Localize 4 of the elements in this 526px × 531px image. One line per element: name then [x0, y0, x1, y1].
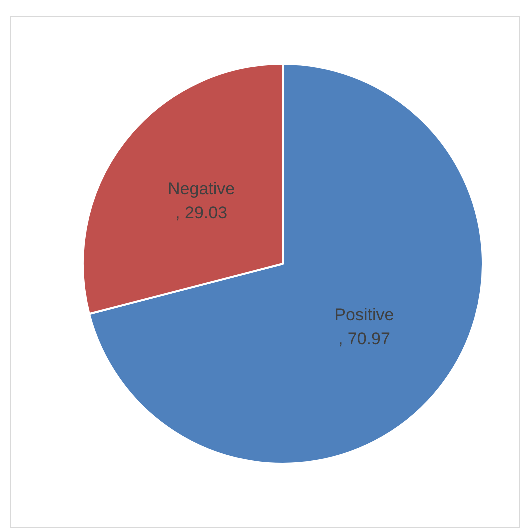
data-label: , 70.97 [338, 330, 390, 349]
slice-label: Positive [334, 306, 394, 325]
data-label: , 29.03 [176, 203, 228, 222]
slice-label: Negative [168, 179, 236, 198]
